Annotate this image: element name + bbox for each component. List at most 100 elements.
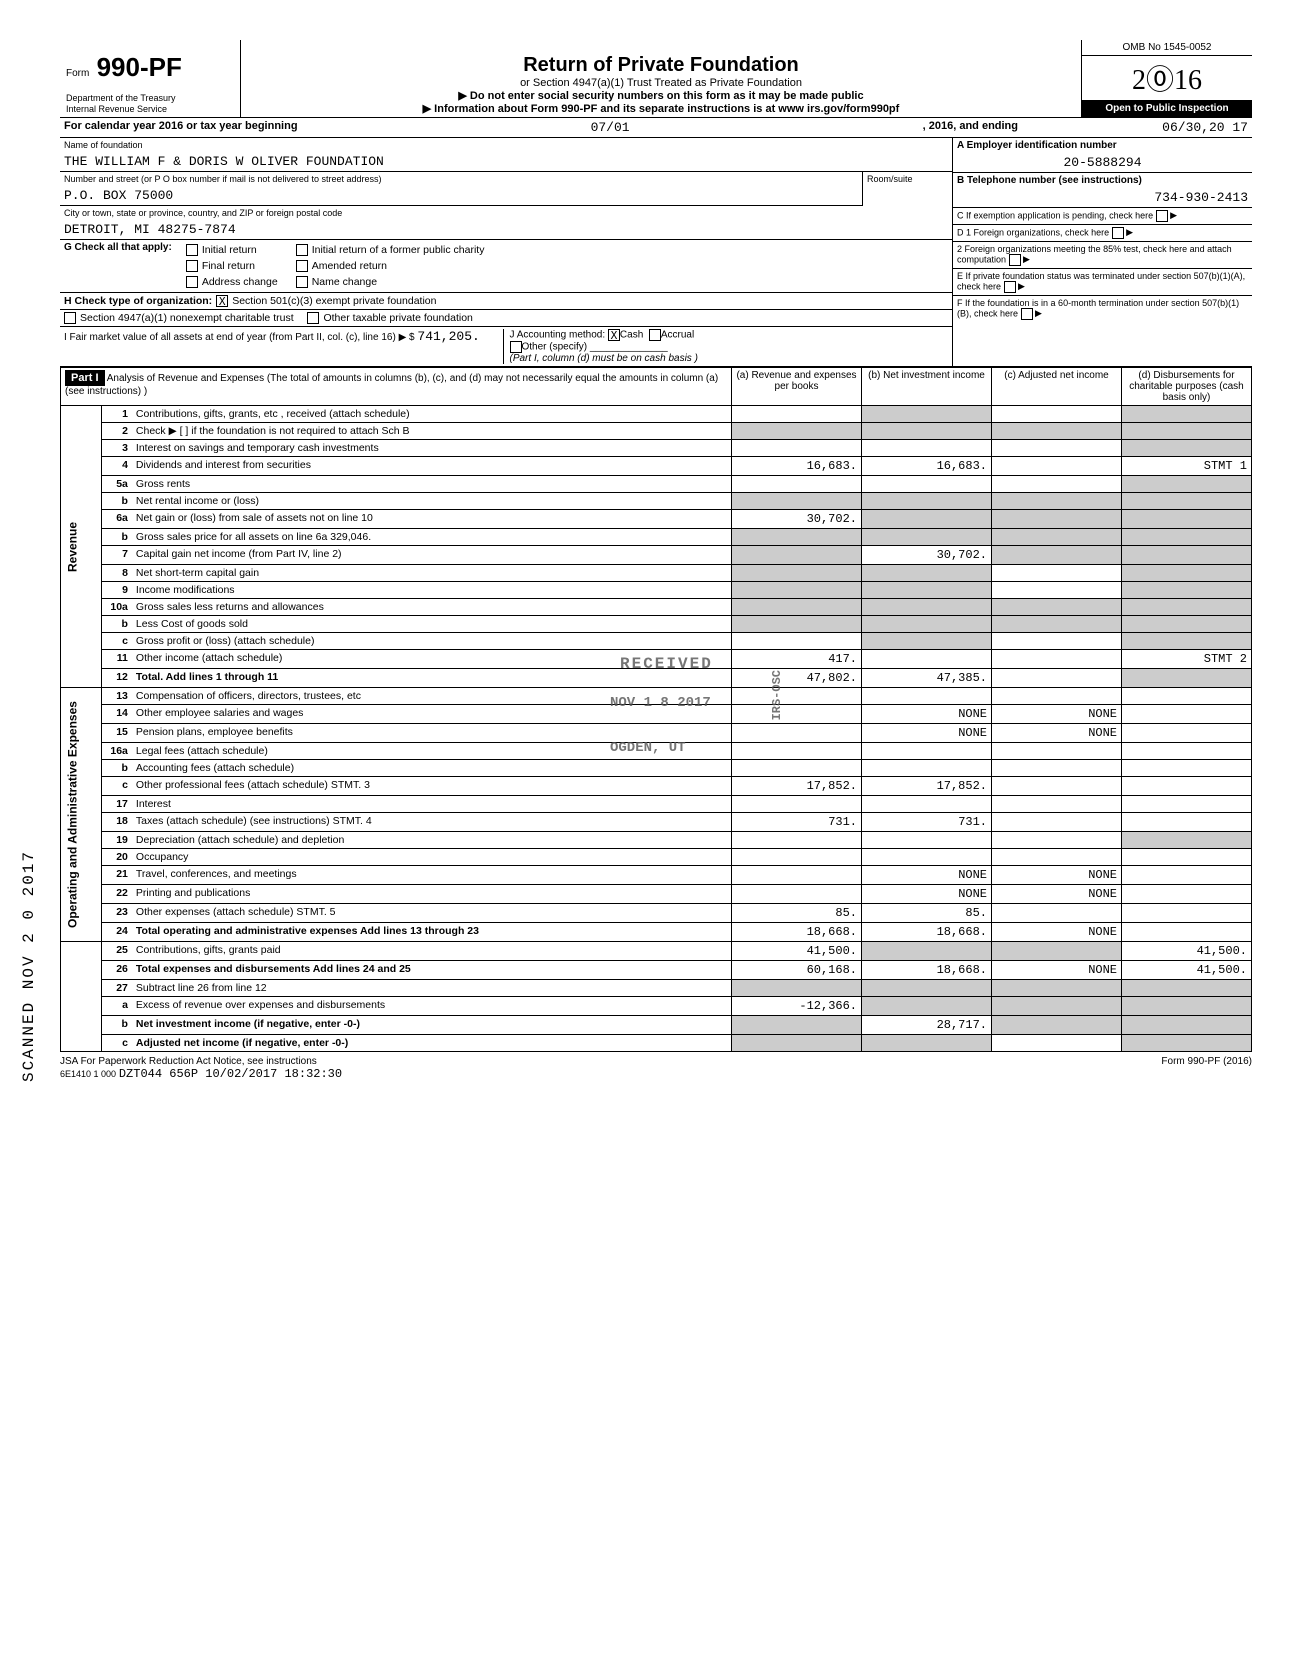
row-14-num: 14 [102,705,132,724]
checkbox-d2[interactable] [1009,254,1021,266]
tax-year: 2⓪16 [1082,56,1252,100]
dept-irs: Internal Revenue Service [66,104,234,115]
row-5b: Net rental income or (loss) [132,493,732,510]
row-26-d: 41,500. [1122,961,1252,980]
row-11-d: STMT 2 [1122,650,1252,669]
row-8-num: 8 [102,565,132,582]
row-22: Printing and publications [132,885,732,904]
row-18-num: 18 [102,813,132,832]
cal-prefix: For calendar year 2016 or tax year begin… [64,120,298,135]
row-26-a: 60,168. [732,961,862,980]
tel-label: B Telephone number (see instructions) [957,175,1142,186]
fmv-value: 741,205. [417,325,479,344]
checkbox-address[interactable] [186,276,198,288]
opt-initial: Initial return [202,244,257,256]
revenue-label: Revenue [61,406,102,688]
g-label: G Check all that apply: [64,242,172,290]
row-5a: Gross rents [132,476,732,493]
checkbox-e[interactable] [1004,281,1016,293]
checkbox-namechg[interactable] [296,276,308,288]
row-21: Travel, conferences, and meetings [132,866,732,885]
checkbox-4947[interactable] [64,312,76,324]
cash-basis-note: (Part I, column (d) must be on cash basi… [510,353,698,364]
omb-number: OMB No 1545-0052 [1082,40,1252,56]
row-3-num: 3 [102,440,132,457]
scanned-stamp: SCANNED NOV 2 0 2017 [20,850,38,1082]
checkbox-d1[interactable] [1112,227,1124,239]
row-21-c: NONE [992,866,1122,885]
form-title: Return of Private Foundation [249,54,1073,77]
row-4-b: 16,683. [862,457,992,476]
received-stamp: RECEIVED [620,655,713,673]
row-25-d: 41,500. [1122,942,1252,961]
opt-501c3: Section 501(c)(3) exempt private foundat… [232,295,436,307]
opt-address: Address change [202,276,278,288]
checkbox-accrual[interactable] [649,329,661,341]
row-10c: Gross profit or (loss) (attach schedule) [132,633,732,650]
col-b-hdr: (b) Net investment income [862,368,992,406]
received-date: NOV 1 8 2017 [610,695,711,711]
col-c-hdr: (c) Adjusted net income [992,368,1122,406]
row-9: Income modifications [132,582,732,599]
row-1: Contributions, gifts, grants, etc , rece… [132,406,732,423]
row-17-num: 17 [102,796,132,813]
checkbox-amended[interactable] [296,260,308,272]
i-label: I Fair market value of all assets at end… [64,332,415,343]
row-27-num: 27 [102,980,132,997]
opt-amended: Amended return [312,260,387,272]
name-label: Name of foundation [64,140,948,150]
jsa-notice: JSA For Paperwork Reduction Act Notice, … [60,1056,317,1067]
row-18-b: 731. [862,813,992,832]
row-16c-a: 17,852. [732,777,862,796]
calendar-year-row: For calendar year 2016 or tax year begin… [60,118,1252,138]
row-16a-num: 16a [102,743,132,760]
subtitle-1: or Section 4947(a)(1) Trust Treated as P… [249,77,1073,89]
checkbox-other-tax[interactable] [307,312,319,324]
row-15-c: NONE [992,724,1122,743]
row-27b-b: 28,717. [862,1016,992,1035]
c-label: C If exemption application is pending, c… [957,210,1153,220]
row-7-num: 7 [102,546,132,565]
row-19-num: 19 [102,832,132,849]
checkbox-former[interactable] [296,244,308,256]
form-word: Form [66,68,89,79]
row-21-b: NONE [862,866,992,885]
checkbox-f[interactable] [1021,308,1033,320]
row-24-a: 18,668. [732,923,862,942]
row-5b-num: b [102,493,132,510]
row-23-b: 85. [862,904,992,923]
checkbox-other-method[interactable] [510,341,522,353]
row-24-num: 24 [102,923,132,942]
row-10b-num: b [102,616,132,633]
checkbox-501c3[interactable]: X [216,295,228,307]
checkbox-final[interactable] [186,260,198,272]
foundation-name: THE WILLIAM F & DORIS W OLIVER FOUNDATIO… [64,150,948,169]
row-6a-num: 6a [102,510,132,529]
row-24-b: 18,668. [862,923,992,942]
row-4-d: STMT 1 [1122,457,1252,476]
opt-namechg: Name change [312,276,377,288]
row-6b: Gross sales price for all assets on line… [132,529,732,546]
row-18-a: 731. [732,813,862,832]
row-14-c: NONE [992,705,1122,724]
checkbox-initial[interactable] [186,244,198,256]
row-16b-num: b [102,760,132,777]
row-12-b: 47,385. [862,669,992,688]
row-2: Check ▶ [ ] if the foundation is not req… [132,423,732,440]
row-25-num: 25 [102,942,132,961]
foundation-info: Name of foundation THE WILLIAM F & DORIS… [60,138,1252,367]
h-label: H Check type of organization: [64,295,212,307]
checkbox-c[interactable] [1156,210,1168,222]
row-14-b: NONE [862,705,992,724]
row-16b: Accounting fees (attach schedule) [132,760,732,777]
row-26-b: 18,668. [862,961,992,980]
checkbox-cash[interactable]: X [608,329,620,341]
e-label: E If private foundation status was termi… [957,271,1245,291]
expenses-label: Operating and Administrative Expenses [61,688,102,942]
row-22-c: NONE [992,885,1122,904]
col-d-hdr: (d) Disbursements for charitable purpose… [1122,368,1252,406]
row-19: Depreciation (attach schedule) and deple… [132,832,732,849]
city-state-zip: DETROIT, MI 48275-7874 [64,218,948,237]
street-address: P.O. BOX 75000 [64,184,858,203]
f-label: F If the foundation is in a 60-month ter… [957,298,1239,318]
